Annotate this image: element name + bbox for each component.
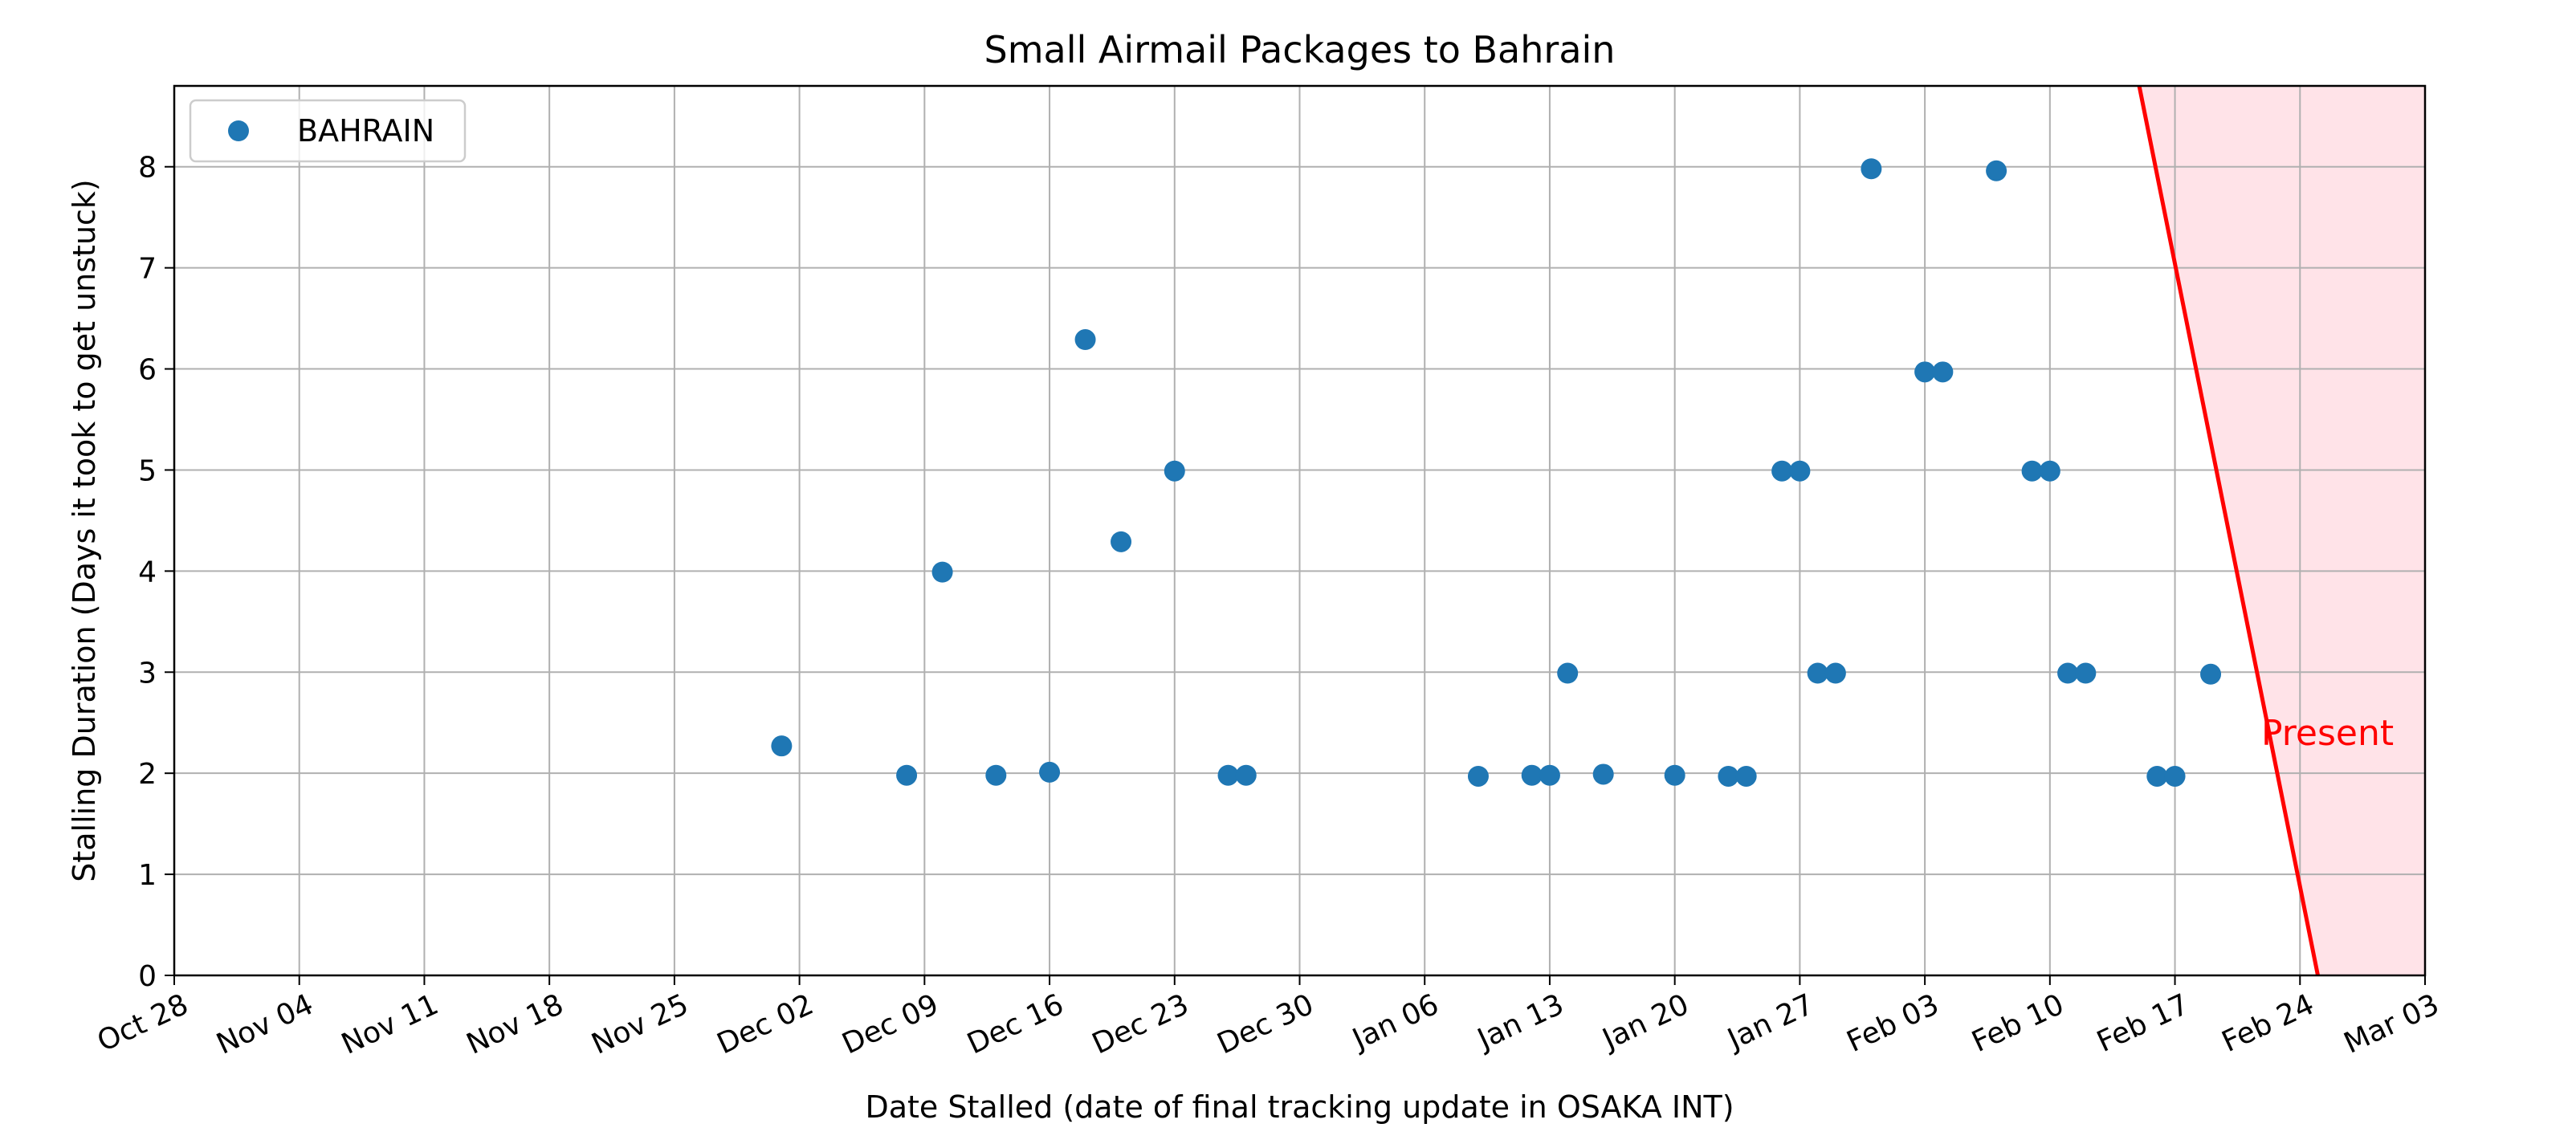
x-tick-label: Dec 16 xyxy=(962,988,1068,1061)
y-tick-label: 0 xyxy=(138,960,157,993)
legend-label: BAHRAIN xyxy=(297,113,434,149)
data-point xyxy=(1467,765,1489,787)
data-point xyxy=(1986,160,2007,181)
data-point xyxy=(985,764,1007,786)
x-tick-label: Feb 24 xyxy=(2217,988,2319,1059)
data-point xyxy=(2164,765,2186,787)
present-line-layer xyxy=(2137,85,2320,976)
data-point xyxy=(1217,764,1239,786)
data-point xyxy=(1789,460,1811,482)
x-tick-label: Jan 13 xyxy=(1471,988,1568,1057)
legend-box xyxy=(189,99,467,163)
y-tick-label: 2 xyxy=(138,758,157,791)
x-tick-label: Feb 03 xyxy=(1842,988,1944,1059)
x-tick-label: Feb 17 xyxy=(2092,988,2194,1059)
x-tick-label: Dec 23 xyxy=(1087,988,1193,1061)
y-tick-label: 3 xyxy=(138,657,157,690)
legend: BAHRAIN xyxy=(189,99,467,163)
grid-layer xyxy=(173,86,2426,976)
data-point xyxy=(1932,361,1954,383)
x-axis-label: Date Stalled (date of final tracking upd… xyxy=(865,1089,1734,1125)
x-tick-label: Oct 28 xyxy=(92,988,194,1059)
data-point xyxy=(1539,764,1560,786)
data-point xyxy=(2200,663,2222,685)
data-point xyxy=(1735,765,1757,787)
x-tick-label: Nov 11 xyxy=(336,988,443,1061)
data-point xyxy=(2039,460,2060,482)
data-point xyxy=(1164,460,1185,482)
data-point xyxy=(1074,329,1096,351)
data-point xyxy=(2021,460,2043,482)
data-point xyxy=(1592,763,1614,785)
data-points xyxy=(771,158,2222,787)
data-point xyxy=(1111,531,1132,552)
data-point xyxy=(1039,761,1061,783)
data-point xyxy=(1914,361,1936,383)
data-point xyxy=(1861,158,1882,180)
data-point xyxy=(931,561,953,583)
data-point xyxy=(2075,662,2097,684)
chart-title: Small Airmail Packages to Bahrain xyxy=(984,28,1616,71)
data-point xyxy=(1521,764,1543,786)
data-point xyxy=(771,735,793,757)
y-axis-label: Stalling Duration (Days it took to get u… xyxy=(67,179,102,882)
axis-ticks: Oct 28 Nov 04 Nov 11 Nov 18 Nov 25 Dec 02 Dec … xyxy=(92,152,2444,1061)
x-tick-label: Dec 30 xyxy=(1213,988,1319,1061)
present-line xyxy=(2137,85,2320,976)
x-tick-label: Mar 03 xyxy=(2339,988,2444,1060)
y-tick-label: 7 xyxy=(138,253,157,286)
data-point xyxy=(1824,662,1846,684)
present-annotation: Present xyxy=(2261,713,2394,754)
y-tick-label: 5 xyxy=(138,454,157,487)
x-tick-label: Nov 04 xyxy=(212,988,319,1061)
data-point xyxy=(2057,662,2079,684)
data-point xyxy=(1807,662,1828,684)
y-tick-label: 8 xyxy=(138,152,157,185)
x-tick-label: Jan 20 xyxy=(1596,988,1694,1057)
x-tick-label: Nov 25 xyxy=(587,988,694,1061)
data-point xyxy=(1557,662,1579,684)
x-tick-label: Dec 09 xyxy=(838,988,944,1061)
data-point xyxy=(1664,764,1685,786)
y-tick-label: 6 xyxy=(138,354,157,387)
x-tick-label: Jan 27 xyxy=(1722,988,1819,1057)
data-point xyxy=(1771,460,1793,482)
data-point xyxy=(896,764,918,786)
data-point xyxy=(2146,765,2168,787)
x-tick-label: Feb 10 xyxy=(1967,988,2069,1059)
present-shaded-region xyxy=(2139,86,2425,975)
legend-marker xyxy=(228,120,249,141)
present-shade-layer xyxy=(2139,86,2425,975)
data-point xyxy=(1235,764,1257,786)
x-tick-label: Dec 02 xyxy=(712,988,818,1061)
x-tick-label: Jan 06 xyxy=(1347,988,1444,1057)
y-tick-label: 4 xyxy=(138,556,157,588)
data-point xyxy=(1718,765,1739,787)
y-tick-label: 1 xyxy=(138,859,157,892)
x-tick-label: Nov 18 xyxy=(462,988,569,1061)
